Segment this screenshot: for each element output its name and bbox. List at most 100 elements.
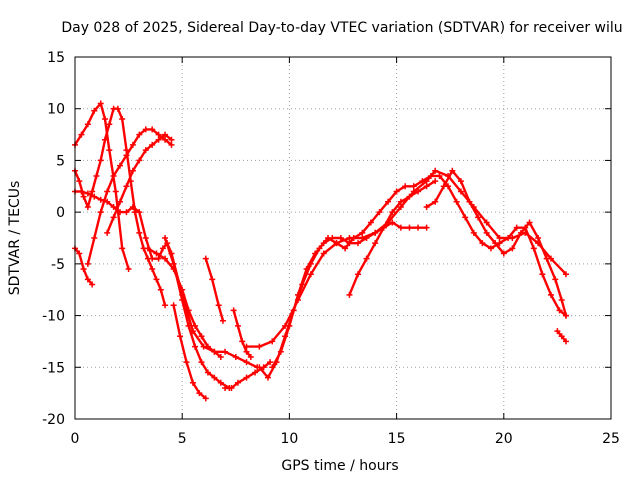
data-point	[119, 245, 126, 252]
data-point	[432, 198, 439, 205]
data-point	[149, 266, 156, 273]
data-point	[539, 271, 546, 278]
data-point	[177, 333, 184, 340]
data-point	[554, 328, 561, 335]
data-point	[492, 240, 499, 247]
data-point	[153, 250, 160, 257]
data-point	[372, 229, 379, 236]
data-point	[359, 229, 366, 236]
series-trace	[172, 304, 207, 400]
data-point	[129, 167, 136, 174]
y-tick-label: 0	[56, 205, 65, 221]
data-point	[102, 136, 109, 143]
y-tick-label: -5	[51, 257, 65, 273]
data-point	[243, 359, 250, 366]
data-point	[483, 219, 490, 226]
data-point	[222, 384, 229, 391]
data-point	[123, 183, 130, 190]
data-point	[117, 162, 124, 169]
data-point	[196, 390, 203, 397]
data-point	[104, 188, 111, 195]
data-point	[104, 229, 111, 236]
data-point	[389, 219, 396, 226]
data-point	[136, 157, 143, 164]
data-point	[423, 203, 430, 210]
data-point	[423, 224, 430, 231]
x-axis-label: GPS time / hours	[281, 458, 398, 474]
data-point	[342, 245, 349, 252]
data-point	[142, 147, 149, 154]
series-pass-9	[170, 302, 209, 402]
data-point	[427, 172, 434, 179]
data-point	[363, 235, 370, 241]
y-axis-label: SDTVAR / TECUs	[7, 181, 23, 296]
data-point	[149, 126, 156, 133]
y-tick-label: 5	[56, 153, 65, 169]
data-point	[189, 379, 196, 386]
data-point	[457, 188, 464, 195]
data-point	[389, 209, 396, 216]
data-point	[329, 235, 336, 241]
data-point	[333, 240, 340, 247]
series-pass-10	[202, 255, 226, 324]
data-point	[168, 141, 175, 148]
data-point	[179, 297, 186, 304]
data-point	[487, 245, 494, 252]
data-point	[117, 198, 124, 205]
data-point	[312, 250, 319, 257]
data-point	[264, 374, 271, 381]
data-point	[397, 198, 404, 205]
y-tick-label: -20	[42, 412, 65, 428]
data-point	[346, 291, 353, 298]
data-point	[303, 266, 310, 273]
data-point	[530, 245, 537, 252]
data-point	[144, 255, 151, 262]
data-point	[219, 317, 226, 324]
data-point	[91, 235, 98, 241]
data-point	[419, 178, 426, 185]
data-point	[243, 348, 250, 355]
series-trace	[258, 174, 568, 379]
data-point	[256, 364, 263, 371]
data-point	[479, 240, 486, 247]
data-point	[112, 188, 119, 195]
data-point	[123, 152, 130, 159]
ticks: 0 5 10 15 20 25 -20 -15 -10 -5 0 5 10 15	[42, 50, 620, 447]
data-point	[110, 214, 117, 221]
data-point	[552, 276, 559, 283]
data-point	[243, 343, 250, 350]
data-point	[91, 193, 98, 200]
data-point	[215, 302, 222, 309]
data-point	[355, 240, 362, 247]
data-point	[256, 343, 263, 350]
data-point	[346, 240, 353, 247]
data-point	[144, 245, 151, 252]
data-point	[294, 291, 301, 298]
series-trace	[73, 102, 130, 271]
data-point	[117, 209, 124, 216]
y-tick-label: 10	[47, 102, 65, 118]
data-point	[228, 384, 235, 391]
series-pass-12	[230, 307, 254, 360]
series-trace	[73, 107, 167, 307]
data-point	[277, 348, 284, 355]
data-point	[462, 214, 469, 221]
data-point	[558, 333, 565, 340]
data-point	[125, 266, 132, 273]
series-pass-5	[84, 126, 175, 267]
data-point	[376, 209, 383, 216]
data-point	[93, 172, 100, 179]
data-point	[84, 276, 91, 283]
data-point	[547, 291, 554, 298]
data-point	[102, 116, 109, 123]
data-point	[76, 178, 83, 185]
data-point	[243, 374, 250, 381]
data-point	[562, 271, 569, 278]
data-point	[211, 374, 218, 381]
data-point	[153, 276, 160, 283]
data-point	[204, 369, 211, 376]
data-point	[202, 255, 209, 262]
data-point	[162, 302, 169, 309]
data-point	[415, 224, 422, 231]
plot-frame	[74, 56, 612, 420]
